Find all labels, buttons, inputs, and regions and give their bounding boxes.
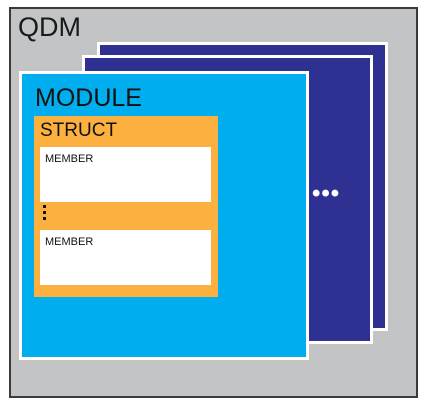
struct-label: STRUCT	[40, 120, 118, 141]
member-box	[40, 230, 211, 285]
more-modules-ellipsis: •••	[312, 180, 341, 207]
vertical-ellipsis-icon	[43, 205, 51, 225]
module-label: MODULE	[35, 84, 142, 112]
member-label: MEMBER	[45, 153, 94, 165]
member-box	[40, 147, 211, 202]
qdm-label: QDM	[18, 12, 81, 42]
member-label: MEMBER	[45, 236, 94, 248]
